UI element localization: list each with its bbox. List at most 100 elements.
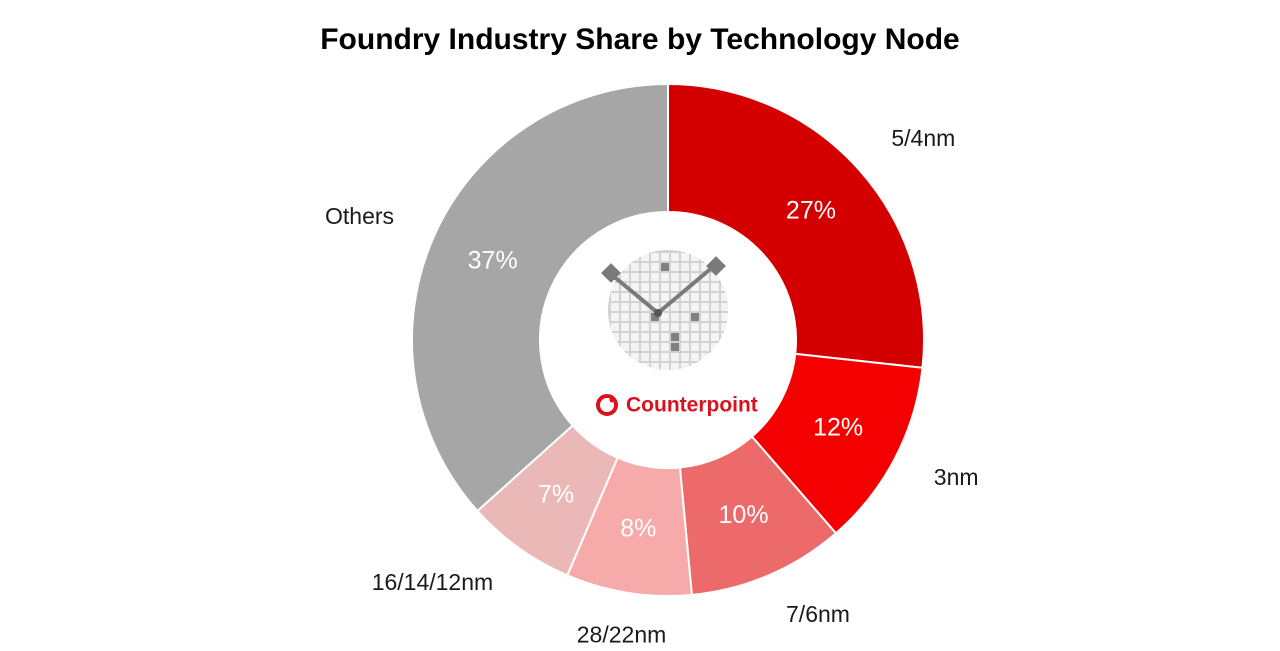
clock-pivot xyxy=(654,309,662,317)
category-label: 28/22nm xyxy=(577,621,667,647)
die xyxy=(671,333,679,341)
die xyxy=(711,323,719,331)
die xyxy=(721,273,728,281)
die xyxy=(721,363,728,370)
die xyxy=(621,323,629,331)
die xyxy=(621,353,629,361)
slices: 27% 5/4nm 12% 3nm 10% 7/6nm 8% 28/22nm 7% 16/14/1… xyxy=(325,82,979,647)
die xyxy=(641,253,649,261)
die xyxy=(671,283,679,291)
die xyxy=(621,253,629,261)
die xyxy=(621,293,629,301)
die xyxy=(701,283,709,291)
die xyxy=(631,363,639,370)
die xyxy=(701,303,709,311)
die xyxy=(701,313,709,321)
die xyxy=(631,333,639,341)
die xyxy=(641,293,649,301)
die xyxy=(691,263,699,271)
die xyxy=(611,323,619,331)
category-label: 5/4nm xyxy=(891,125,955,151)
die xyxy=(721,323,728,331)
die xyxy=(681,333,689,341)
category-label: 7/6nm xyxy=(786,601,850,627)
die xyxy=(721,283,728,291)
value-label: 27% xyxy=(786,196,836,224)
die xyxy=(661,293,669,301)
value-label: 10% xyxy=(719,501,769,529)
die xyxy=(621,303,629,311)
die xyxy=(671,253,679,261)
die xyxy=(661,343,669,351)
die xyxy=(611,283,619,291)
value-label: 7% xyxy=(538,481,574,509)
die xyxy=(701,343,709,351)
die xyxy=(661,323,669,331)
die xyxy=(641,363,649,370)
die xyxy=(661,263,669,271)
die xyxy=(651,283,659,291)
die xyxy=(721,253,728,261)
die xyxy=(681,323,689,331)
die xyxy=(681,263,689,271)
die xyxy=(691,323,699,331)
die xyxy=(651,343,659,351)
die xyxy=(701,273,709,281)
die xyxy=(711,343,719,351)
die xyxy=(621,263,629,271)
die xyxy=(641,353,649,361)
die xyxy=(671,343,679,351)
die xyxy=(711,333,719,341)
die xyxy=(651,273,659,281)
die xyxy=(651,313,659,321)
die xyxy=(711,363,719,370)
die xyxy=(691,333,699,341)
die xyxy=(721,343,728,351)
brand-logo-dot xyxy=(609,397,615,403)
die xyxy=(631,353,639,361)
die xyxy=(641,333,649,341)
die xyxy=(631,343,639,351)
die xyxy=(671,273,679,281)
value-label: 8% xyxy=(620,514,656,542)
die xyxy=(631,263,639,271)
die xyxy=(691,273,699,281)
die xyxy=(651,333,659,341)
die xyxy=(671,323,679,331)
center-icon: Counterpoint xyxy=(596,250,758,417)
slice xyxy=(667,82,925,369)
die xyxy=(631,293,639,301)
die xyxy=(651,323,659,331)
die xyxy=(681,283,689,291)
die xyxy=(681,313,689,321)
die xyxy=(631,273,639,281)
die xyxy=(701,333,709,341)
die xyxy=(651,303,659,311)
die xyxy=(691,353,699,361)
die xyxy=(631,303,639,311)
die xyxy=(661,363,669,370)
die xyxy=(711,313,719,321)
die xyxy=(651,253,659,261)
die xyxy=(611,313,619,321)
die xyxy=(721,293,728,301)
die xyxy=(621,273,629,281)
die xyxy=(611,353,619,361)
die xyxy=(711,353,719,361)
die xyxy=(691,343,699,351)
die xyxy=(661,253,669,261)
die xyxy=(651,363,659,370)
category-label: 3nm xyxy=(934,464,979,490)
clock-hand xyxy=(610,273,660,315)
clock-hand-tip xyxy=(601,263,621,283)
die xyxy=(691,293,699,301)
value-label: 12% xyxy=(813,414,863,442)
die xyxy=(721,333,728,341)
die xyxy=(621,333,629,341)
die xyxy=(651,353,659,361)
die xyxy=(641,263,649,271)
brand-name: Counterpoint xyxy=(626,394,758,417)
die xyxy=(711,293,719,301)
die xyxy=(641,303,649,311)
brand-logo xyxy=(596,394,618,416)
